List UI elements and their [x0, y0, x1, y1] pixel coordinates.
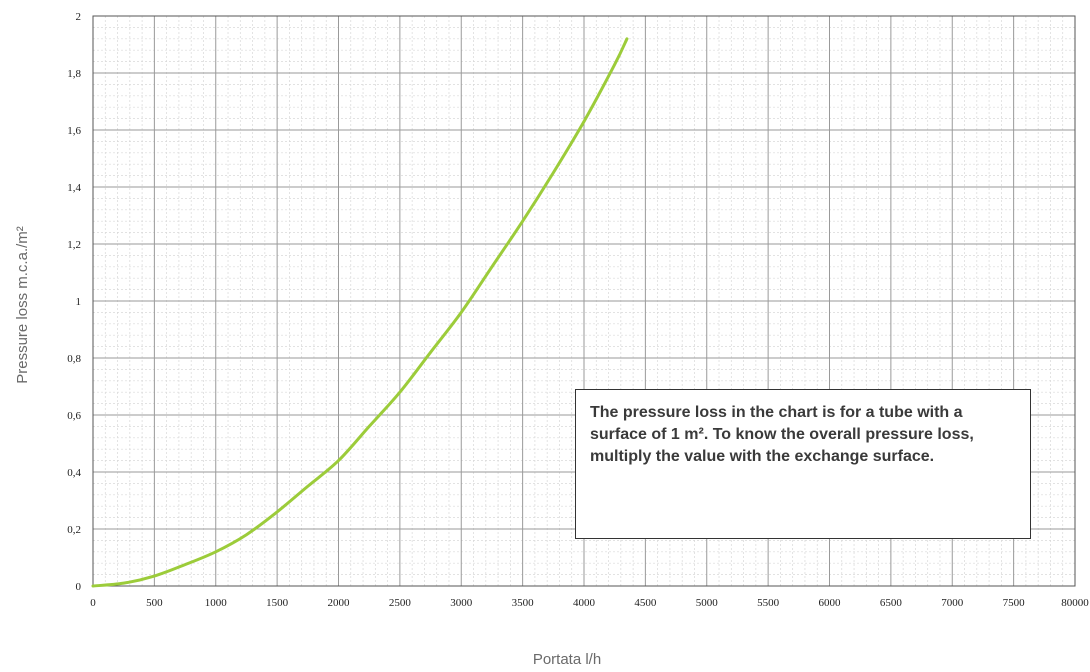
y-tick-label: 0,2 [67, 524, 81, 536]
x-tick-label: 1500 [266, 597, 289, 609]
x-tick-label: 5000 [696, 597, 719, 609]
x-tick-label: 6000 [819, 597, 842, 609]
y-tick-label: 1,2 [67, 239, 81, 251]
x-axis-title: Portata l/h [533, 651, 601, 668]
y-tick-label: 1,6 [67, 125, 81, 137]
x-tick-label: 3500 [512, 597, 535, 609]
chart-annotation-box: The pressure loss in the chart is for a … [575, 389, 1031, 539]
y-tick-label: 0,8 [67, 353, 81, 365]
x-tick-labels: 0 500 1000 1500 2000 2500 3000 3500 4000 4500 5000… [90, 597, 1089, 609]
y-tick-labels: 0 0,2 0,4 0,6 0,8 1 1,2 1,4 1,6 1,8 2 [67, 11, 81, 593]
x-tick-label: 2000 [328, 597, 351, 609]
x-tick-label: 4500 [634, 597, 657, 609]
y-axis-title: Pressure loss m.c.a./m² [14, 226, 31, 384]
y-tick-label: 0,6 [67, 410, 81, 422]
series-line [91, 37, 629, 588]
x-tick-label: 5500 [757, 597, 780, 609]
y-tick-label: 0 [76, 581, 82, 593]
x-tick-label: 3000 [450, 597, 473, 609]
x-tick-label: 7500 [1003, 597, 1026, 609]
x-tick-label: 4000 [573, 597, 596, 609]
y-tick-label: 1,8 [67, 68, 81, 80]
y-tick-label: 2 [76, 11, 82, 23]
x-tick-label: 500 [146, 597, 163, 609]
y-tick-label: 1,4 [67, 182, 81, 194]
x-tick-label: 1000 [205, 597, 228, 609]
x-tick-label: 7000 [941, 597, 964, 609]
y-tick-label: 0,4 [67, 467, 81, 479]
y-tick-label: 1 [76, 296, 82, 308]
chart-annotation-text: The pressure loss in the chart is for a … [590, 404, 974, 465]
x-tick-label: 0 [90, 597, 96, 609]
plot-frame [92, 15, 1076, 587]
x-tick-label: 80000 [1061, 597, 1089, 609]
x-tick-label: 2500 [389, 597, 412, 609]
x-tick-label: 6500 [880, 597, 903, 609]
